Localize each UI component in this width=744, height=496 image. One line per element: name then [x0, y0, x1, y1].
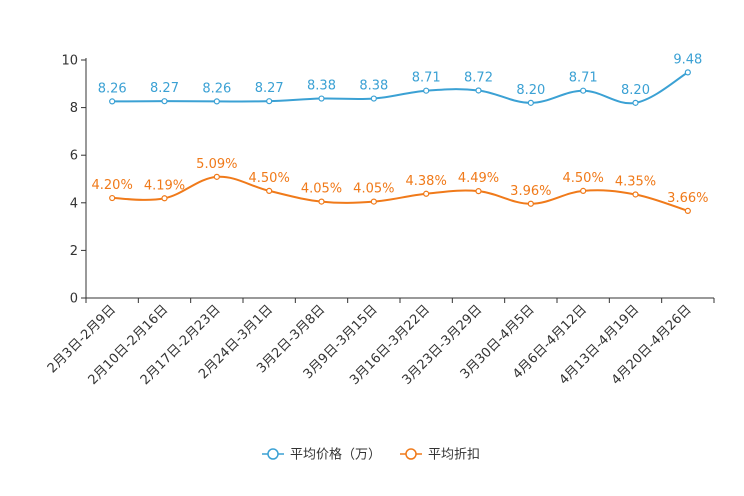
- y-tick-label: 0: [70, 292, 78, 307]
- data-point: [266, 98, 273, 105]
- data-label: 8.38: [359, 79, 388, 94]
- y-tick-label: 4: [70, 196, 78, 211]
- legend-marker-2: [405, 448, 417, 460]
- data-point: [109, 98, 116, 105]
- data-point: [580, 187, 587, 194]
- data-label: 3.66%: [667, 191, 708, 206]
- data-label: 4.05%: [353, 182, 394, 197]
- data-label: 4.20%: [92, 178, 133, 193]
- data-label: 4.49%: [458, 171, 499, 186]
- data-point: [684, 69, 691, 76]
- data-label: 8.38: [307, 79, 336, 94]
- data-point: [632, 191, 639, 198]
- data-point: [580, 87, 587, 94]
- data-point: [527, 99, 534, 106]
- data-label: 8.71: [569, 71, 598, 86]
- data-label: 9.48: [673, 52, 702, 67]
- data-label: 8.72: [464, 70, 493, 85]
- data-label: 4.05%: [301, 182, 342, 197]
- data-label: 3.96%: [510, 184, 551, 199]
- data-point: [109, 194, 116, 202]
- legend-label-2[interactable]: 平均折扣: [428, 448, 480, 463]
- data-label: 8.26: [98, 81, 127, 96]
- data-label: 8.27: [255, 81, 284, 96]
- y-tick-label: 2: [70, 244, 78, 259]
- data-point: [632, 99, 639, 106]
- data-point: [318, 198, 325, 205]
- legend-marker-1: [267, 448, 279, 460]
- data-point: [318, 95, 325, 102]
- series-layer: 8.26 8.27 8.26 8.27 8.38 8.38 8.71 8.72 8.20 8.71…: [92, 52, 708, 214]
- data-point: [423, 87, 430, 94]
- data-label: 5.09%: [196, 157, 237, 172]
- data-point: [370, 198, 377, 205]
- data-label: 4.38%: [406, 174, 447, 189]
- data-label: 8.71: [412, 71, 441, 86]
- data-point: [475, 188, 482, 195]
- y-tick-label: 8: [70, 101, 78, 116]
- y-tick-label: 6: [70, 149, 78, 164]
- y-tick-label: 10: [61, 54, 78, 69]
- data-label: 8.26: [202, 81, 231, 96]
- data-label: 4.50%: [249, 171, 290, 186]
- data-point: [475, 87, 482, 94]
- series-line-1: [112, 71, 689, 105]
- data-point: [684, 207, 691, 214]
- data-point: [527, 200, 534, 207]
- data-label: 8.27: [150, 81, 179, 96]
- data-label: 4.35%: [615, 174, 656, 189]
- data-point: [213, 173, 220, 180]
- data-point: [213, 98, 220, 105]
- data-label: 8.20: [516, 83, 545, 98]
- data-point: [423, 190, 430, 197]
- data-label: 4.19%: [144, 178, 185, 193]
- data-point: [370, 95, 377, 102]
- data-label: 4.50%: [563, 171, 604, 186]
- data-point: [161, 195, 168, 202]
- data-point: [161, 98, 168, 105]
- axes: 02468102月3日-2月9日2月10日-2月16日2月17日-2月23日2月…: [45, 54, 715, 388]
- data-label: 8.20: [621, 83, 650, 98]
- series-line-2: [112, 175, 689, 212]
- legend: 平均价格（万） 平均折扣: [262, 447, 480, 463]
- data-point: [266, 187, 273, 194]
- legend-label-1[interactable]: 平均价格（万）: [290, 447, 381, 463]
